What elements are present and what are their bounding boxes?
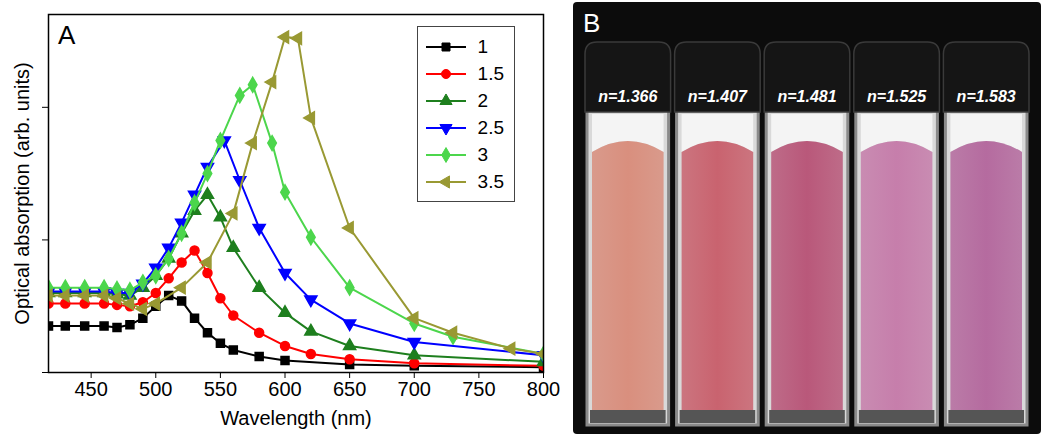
- svg-text:n=1.366: n=1.366: [598, 88, 657, 105]
- svg-text:n=1.407: n=1.407: [688, 88, 748, 105]
- svg-text:450: 450: [74, 378, 107, 400]
- html-text:3: 3: [477, 143, 489, 165]
- html-text:A: A: [58, 20, 76, 50]
- svg-text:500: 500: [139, 378, 172, 400]
- html-text:3.5: 3.5: [477, 170, 504, 192]
- html-text:2: 2: [477, 89, 489, 111]
- svg-text:550: 550: [204, 378, 237, 400]
- svg-text:n=1.525: n=1.525: [867, 88, 927, 105]
- svg-text:700: 700: [398, 378, 431, 400]
- svg-text:750: 750: [462, 378, 495, 400]
- svg-text:B: B: [583, 8, 600, 38]
- html-text:1: 1: [477, 35, 489, 57]
- svg-text:n=1.481: n=1.481: [777, 88, 836, 105]
- svg-text:800: 800: [527, 378, 560, 400]
- svg-text:Wavelength (nm): Wavelength (nm): [220, 407, 372, 429]
- svg-text:Optical absorption (arb. units: Optical absorption (arb. units): [11, 62, 33, 324]
- svg-text:600: 600: [268, 378, 301, 400]
- html-text:2.5: 2.5: [477, 116, 504, 138]
- svg-text:650: 650: [333, 378, 366, 400]
- svg-text:n=1.583: n=1.583: [957, 88, 1016, 105]
- html-text:1.5: 1.5: [477, 62, 504, 84]
